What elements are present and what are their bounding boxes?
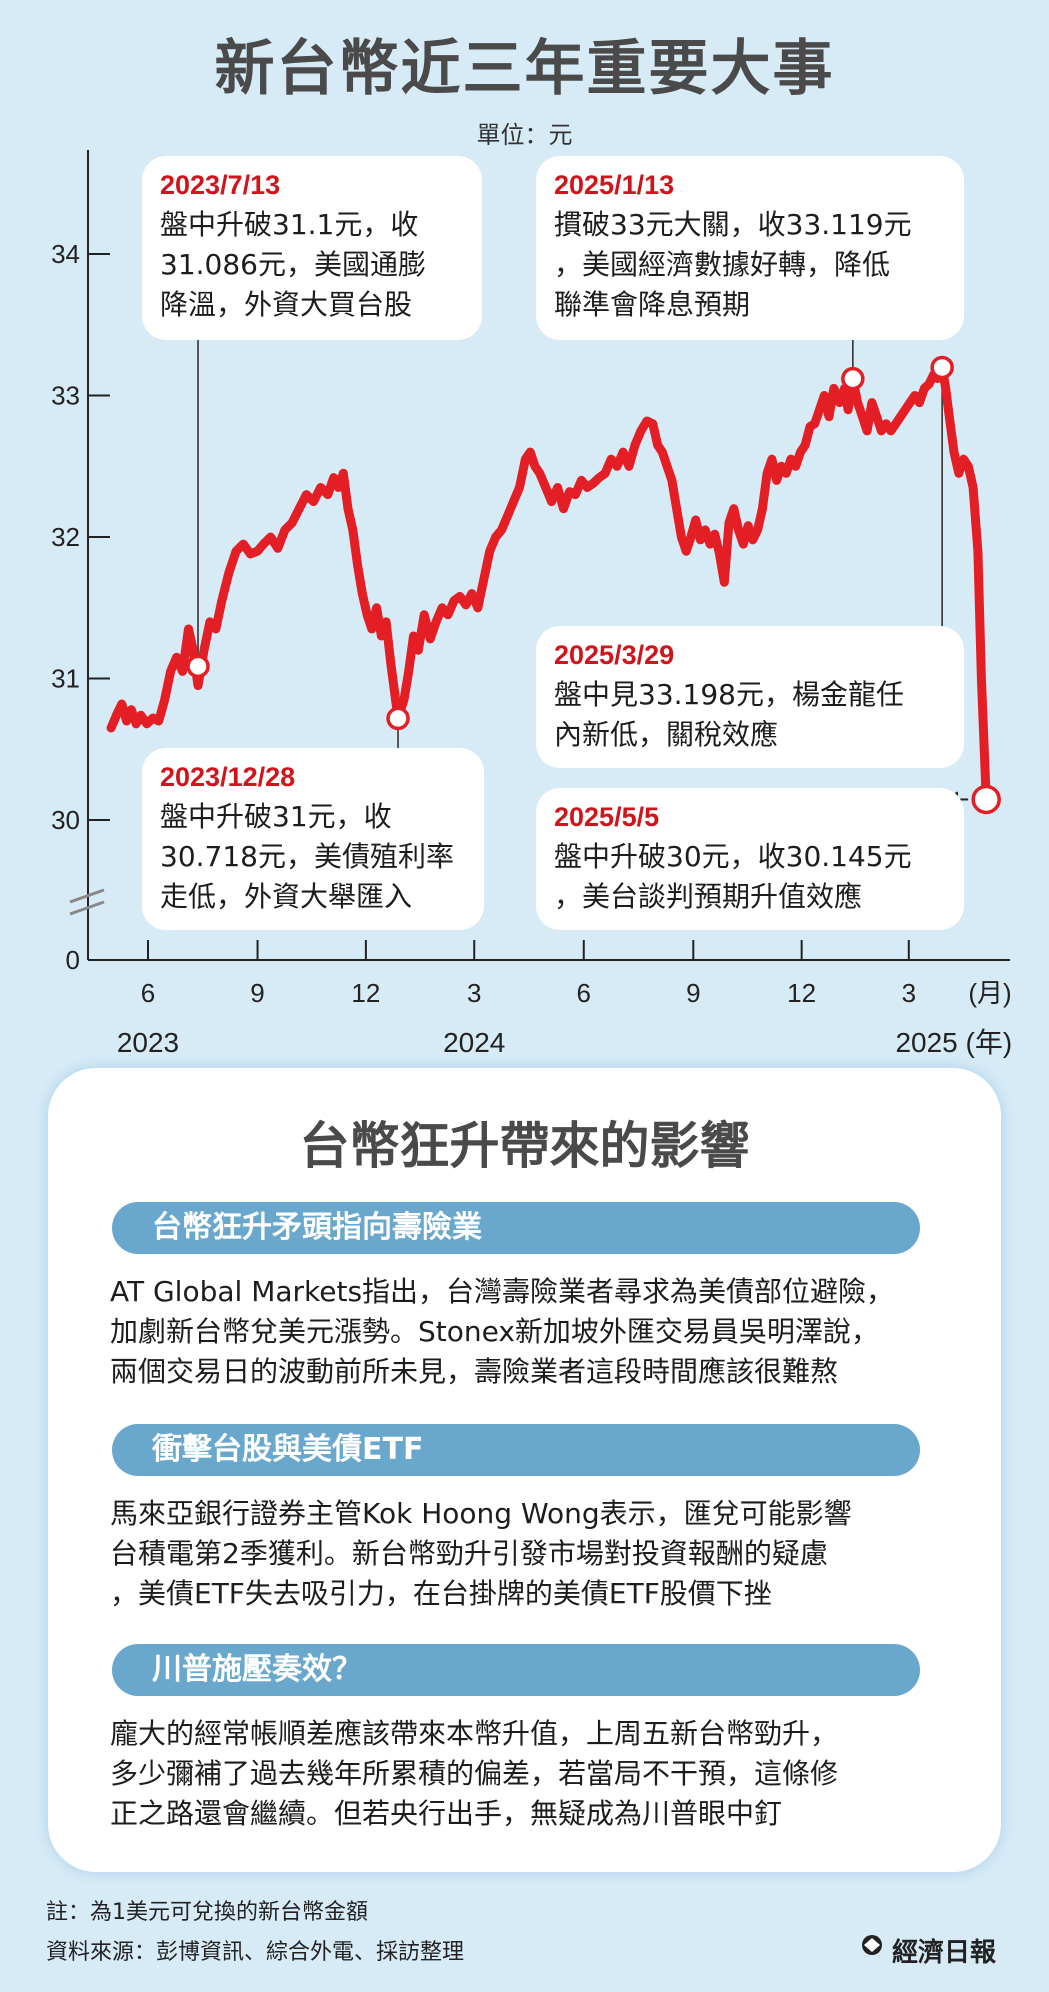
- data-point-marker: [386, 706, 410, 731]
- section-line: ，美債ETF失去吸引力，在台掛牌的美債ETF股價下挫: [110, 1577, 772, 1610]
- data-point-marker: [186, 654, 210, 679]
- y-tick-label: 33: [51, 381, 80, 411]
- chart-title: 新台幣近三年重要大事: [214, 34, 835, 104]
- y-tick-label: 34: [51, 239, 80, 269]
- section-line: 龐大的經常帳順差應該帶來本幣升值，上周五新台幣勁升，: [110, 1717, 839, 1750]
- callout-line: 盤中見33.198元，楊金龍任: [554, 678, 904, 711]
- callout-line: 降溫，外資大買台股: [160, 288, 413, 321]
- callout-line: ，美國經濟數據好轉，降低: [554, 248, 891, 281]
- x-tick-label: 6: [577, 978, 591, 1008]
- callout-2023-07-13: 2023/7/13 盤中升破31.1元，收 31.086元，美國通膨 降溫，外資…: [142, 156, 482, 340]
- section-line: 兩個交易日的波動前所未見，壽險業者這段時間應該很難熬: [110, 1355, 839, 1388]
- year-label: 2025 (年): [895, 1027, 1012, 1058]
- callout-line: 30.718元，美債殖利率: [160, 840, 454, 873]
- callout-line: 摜破33元大關，收33.119元: [554, 208, 912, 241]
- unit-label: 單位：元: [476, 121, 573, 149]
- series-line: [106, 362, 991, 804]
- axis-break-mark: [69, 888, 105, 904]
- callout-text: 盤中見33.198元，楊金龍任 內新低，關稅效應: [554, 675, 946, 755]
- data-point-marker: [971, 784, 1001, 815]
- x-tick-label: 9: [686, 978, 700, 1008]
- footnote: 註：為1美元可兌換的新台幣金額: [46, 1900, 368, 1925]
- data-point-marker: [930, 355, 954, 380]
- data-point-marker: [841, 366, 865, 391]
- section-body-insurance: AT Global Markets指出，台灣壽險業者尋求為美債部位避險， 加劇新…: [110, 1272, 940, 1392]
- x-tick-label: 3: [467, 978, 481, 1008]
- section-heading-trump: 川普施壓奏效？: [112, 1644, 920, 1696]
- panel-title: 台幣狂升帶來的影響: [299, 1117, 750, 1175]
- callout-line: 內新低，關稅效應: [554, 718, 779, 751]
- y-zero-label: 0: [66, 945, 80, 975]
- x-unit-label: (月): [968, 978, 1011, 1008]
- y-tick-label: 30: [51, 805, 80, 835]
- callout-line: 盤中升破31元，收: [160, 800, 392, 833]
- callout-line: 31.086元，美國通膨: [160, 248, 426, 281]
- newspaper-logo-icon: [862, 1935, 882, 1955]
- callout-2025-05-05: 2025/5/5 盤中升破30元，收30.145元 ，美台談判預期升值效應: [536, 788, 964, 930]
- section-heading-insurance: 台幣狂升矛頭指向壽險業: [112, 1202, 920, 1254]
- callout-line: 盤中升破31.1元，收: [160, 208, 419, 241]
- callout-2023-12-28: 2023/12/28 盤中升破31元，收 30.718元，美債殖利率 走低，外資…: [142, 748, 484, 930]
- section-line: 台積電第2季獲利。新台幣勁升引發市場對投資報酬的疑慮: [110, 1537, 828, 1570]
- callout-line: 走低，外資大舉匯入: [160, 880, 413, 913]
- callout-text: 盤中升破31.1元，收 31.086元，美國通膨 降溫，外資大買台股: [160, 205, 464, 325]
- section-line: 馬來亞銀行證券主管Kok Hoong Wong表示，匯兌可能影響: [110, 1497, 852, 1530]
- callout-line: 聯準會降息預期: [554, 288, 751, 321]
- year-label: 2024: [443, 1027, 505, 1058]
- x-tick-label: 6: [141, 978, 155, 1008]
- section-body-etf: 馬來亞銀行證券主管Kok Hoong Wong表示，匯兌可能影響 台積電第2季獲…: [110, 1494, 940, 1614]
- callout-line: ，美台談判預期升值效應: [554, 880, 863, 913]
- callout-text: 盤中升破30元，收30.145元 ，美台談判預期升值效應: [554, 837, 946, 917]
- axis-break-mark: [69, 900, 105, 916]
- y-tick-label: 31: [51, 664, 80, 694]
- x-tick-label: 9: [250, 978, 264, 1008]
- callout-date: 2025/1/13: [554, 170, 675, 200]
- section-line: 正之路還會繼續。但若央行出手，無疑成為川普眼中釘: [110, 1797, 783, 1830]
- x-tick-label: 12: [787, 978, 816, 1008]
- section-heading-etf: 衝擊台股與美債ETF: [112, 1424, 920, 1476]
- y-tick-label: 32: [51, 522, 80, 552]
- source-note: 資料來源：彭博資訊、綜合外電、採訪整理: [46, 1940, 465, 1965]
- callout-text: 盤中升破31元，收 30.718元，美債殖利率 走低，外資大舉匯入: [160, 797, 466, 917]
- section-line: 多少彌補了過去幾年所累積的偏差，若當局不干預，這條修: [110, 1757, 839, 1790]
- callout-date: 2023/12/28: [160, 762, 296, 792]
- section-body-trump: 龐大的經常帳順差應該帶來本幣升值，上周五新台幣勁升， 多少彌補了過去幾年所累積的…: [110, 1714, 940, 1834]
- callout-2025-01-13: 2025/1/13 摜破33元大關，收33.119元 ，美國經濟數據好轉，降低 …: [536, 156, 964, 340]
- section-line: 加劇新台幣兌美元漲勢。Stonex新加坡外匯交易員吳明澤說，: [110, 1315, 879, 1348]
- exchange-rate-chart: 34 33 32 31 30 0 6 9 12 3 6 9 12 3 (月) 2023 2024 2025 (年): [51, 150, 1012, 1058]
- callout-date: 2025/3/29: [554, 640, 675, 670]
- callout-date: 2023/7/13: [160, 170, 281, 200]
- callout-2025-03-29: 2025/3/29 盤中見33.198元，楊金龍任 內新低，關稅效應: [536, 626, 964, 768]
- section-line: AT Global Markets指出，台灣壽險業者尋求為美債部位避險，: [110, 1275, 895, 1308]
- x-tick-label: 12: [351, 978, 380, 1008]
- brand-name: 經濟日報: [892, 1938, 997, 1968]
- impact-panel: 台幣狂升帶來的影響 台幣狂升矛頭指向壽險業 AT Global Markets指…: [48, 1068, 1001, 1872]
- x-tick-label: 3: [902, 978, 916, 1008]
- callout-text: 摜破33元大關，收33.119元 ，美國經濟數據好轉，降低 聯準會降息預期: [554, 205, 946, 325]
- callout-line: 盤中升破30元，收30.145元: [554, 840, 912, 873]
- callout-date: 2025/5/5: [554, 802, 660, 832]
- year-label: 2023: [117, 1027, 179, 1058]
